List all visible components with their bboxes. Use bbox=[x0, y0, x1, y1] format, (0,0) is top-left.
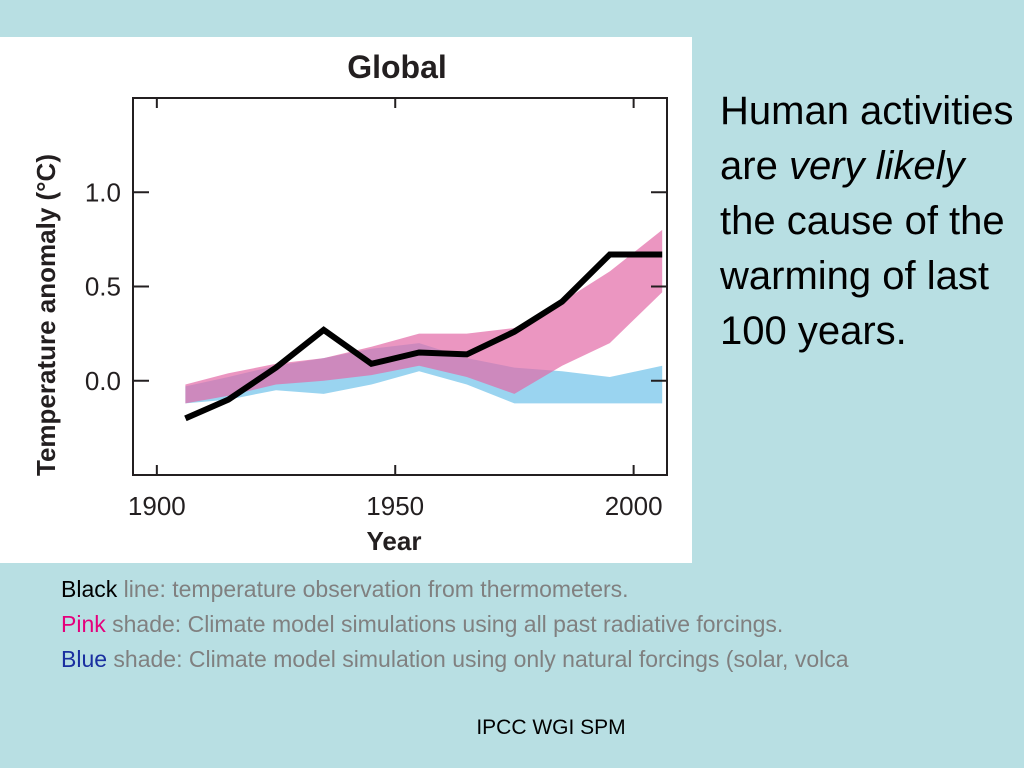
headline-text: Human activities are very likely the cau… bbox=[720, 84, 1020, 359]
chart-panel: Global 1900 1950 2000 0.0 0.5 1.0 Year Temper… bbox=[0, 37, 692, 563]
note-key-blue: Blue bbox=[61, 646, 108, 672]
note-pink-shade: Pink shade: Climate model simulations us… bbox=[61, 607, 1024, 642]
note-blue-shade: Blue shade: Climate model simulation usi… bbox=[61, 642, 1024, 677]
y-axis-title: Temperature anomaly (°C) bbox=[31, 154, 61, 476]
headline-emphasis: very likely bbox=[788, 144, 965, 188]
note-key-black: Black bbox=[61, 576, 118, 602]
y-tick-label: 0.5 bbox=[85, 272, 121, 302]
headline-before: Human activities are bbox=[720, 89, 1014, 188]
chart-title: Global bbox=[347, 49, 447, 85]
note-text-blue: shade: Climate model simulation using on… bbox=[107, 646, 849, 672]
x-tick-label: 1900 bbox=[128, 491, 186, 521]
note-text-black: line: temperature observation from therm… bbox=[117, 576, 629, 602]
x-axis-title: Year bbox=[367, 526, 422, 556]
note-key-pink: Pink bbox=[61, 611, 106, 637]
global-temperature-chart: Global 1900 1950 2000 0.0 0.5 1.0 Year Temper… bbox=[31, 49, 668, 556]
x-tick-label: 1950 bbox=[366, 491, 424, 521]
headline-after: the cause of the warming of last 100 yea… bbox=[720, 199, 1005, 353]
model-band-1 bbox=[185, 229, 663, 404]
note-text-pink: shade: Climate model simulations using a… bbox=[105, 611, 784, 637]
observation-line bbox=[184, 251, 663, 422]
model-band-0 bbox=[185, 343, 663, 404]
y-tick-label: 0.0 bbox=[85, 366, 121, 396]
note-black-line: Black line: temperature observation from… bbox=[61, 572, 1024, 607]
y-tick-label: 1.0 bbox=[85, 177, 121, 207]
x-tick-label: 2000 bbox=[605, 491, 663, 521]
source-credit: IPCC WGI SPM bbox=[476, 716, 626, 739]
legend-notes: Black line: temperature observation from… bbox=[61, 572, 1024, 677]
